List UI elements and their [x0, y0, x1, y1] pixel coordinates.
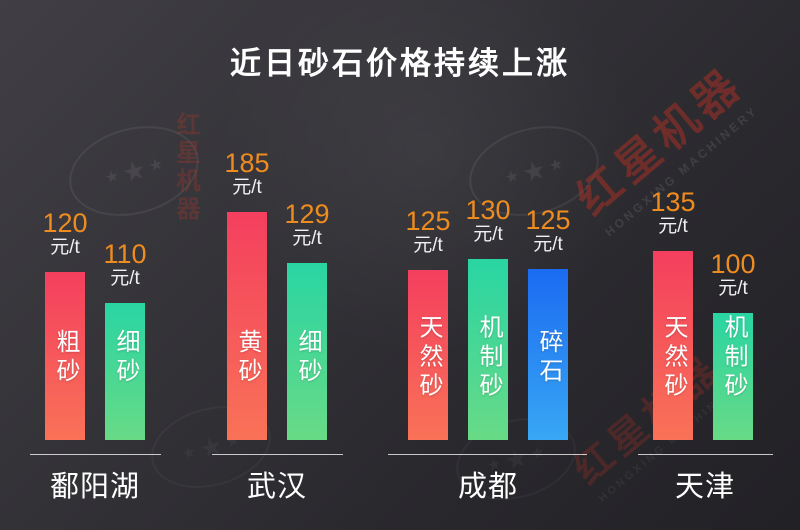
bar-yellow-sand: 黄砂 — [227, 212, 267, 440]
bar-material-label: 细砂 — [294, 329, 321, 387]
bar-material-label: 细砂 — [112, 329, 139, 387]
city-label: 鄱阳湖 — [49, 471, 140, 503]
star-icon: ★ — [195, 429, 227, 465]
bar-unit-label: 元/t — [473, 224, 503, 245]
city-label: 武汉 — [246, 471, 307, 503]
city-label: 成都 — [457, 471, 518, 503]
bar-unit-label: 元/t — [658, 216, 688, 237]
bar-material-label: 天然砂 — [660, 314, 687, 402]
bar-fine-sand: 细砂 — [287, 263, 327, 440]
bar-value-label: 135 — [650, 187, 696, 217]
bar-value-label: 125 — [525, 205, 571, 235]
bar-natural-sand: 天然砂 — [408, 270, 448, 440]
bar-unit-label: 元/t — [232, 177, 262, 198]
bar-unit-label: 元/t — [50, 237, 80, 258]
bar-value-label: 120 — [42, 208, 88, 238]
bar-unit-label: 元/t — [533, 234, 563, 255]
star-icon: ★ — [547, 155, 566, 176]
star-icon: ★ — [179, 443, 199, 464]
bar-fine-sand: 细砂 — [105, 303, 145, 440]
star-icon: ★ — [518, 153, 550, 189]
bar-value-label: 129 — [284, 199, 330, 229]
bar-value-label: 130 — [465, 195, 511, 225]
bar-unit-label: 元/t — [292, 228, 322, 249]
bar-coarse-sand: 粗砂 — [45, 272, 85, 440]
bar-unit-label: 元/t — [413, 235, 443, 256]
bar-crushed-stone: 碎石 — [528, 269, 568, 440]
bar-material-label: 机制砂 — [720, 314, 747, 402]
bar-unit-label: 元/t — [110, 268, 140, 289]
bar-material-label: 碎石 — [535, 329, 562, 387]
bar-natural-sand: 天然砂 — [653, 251, 693, 440]
bar-material-label: 粗砂 — [52, 329, 79, 387]
bar-machine-made-sand: 机制砂 — [468, 259, 508, 440]
bar-unit-label: 元/t — [718, 278, 748, 299]
bar-value-label: 100 — [710, 249, 756, 279]
bar-material-label: 机制砂 — [475, 314, 502, 402]
star-icon: ★ — [502, 167, 522, 188]
bar-material-label: 黄砂 — [234, 329, 261, 387]
bar-value-label: 125 — [405, 206, 451, 236]
baseline — [30, 454, 161, 455]
bar-material-label: 天然砂 — [415, 314, 442, 402]
bar-value-label: 110 — [103, 239, 147, 269]
baseline — [388, 454, 587, 455]
baseline — [638, 454, 773, 455]
star-icon: ★ — [147, 155, 166, 176]
bar-machine-made-sand: 机制砂 — [713, 313, 753, 440]
bar-value-label: 185 — [224, 148, 270, 178]
chart-title: 近日砂石价格持续上涨 — [230, 46, 570, 81]
city-label: 天津 — [674, 471, 735, 503]
star-icon: ★ — [102, 167, 122, 188]
star-icon: ★ — [118, 153, 150, 189]
baseline — [212, 454, 343, 455]
brand-watermark-text: 红星机器 — [172, 112, 199, 224]
